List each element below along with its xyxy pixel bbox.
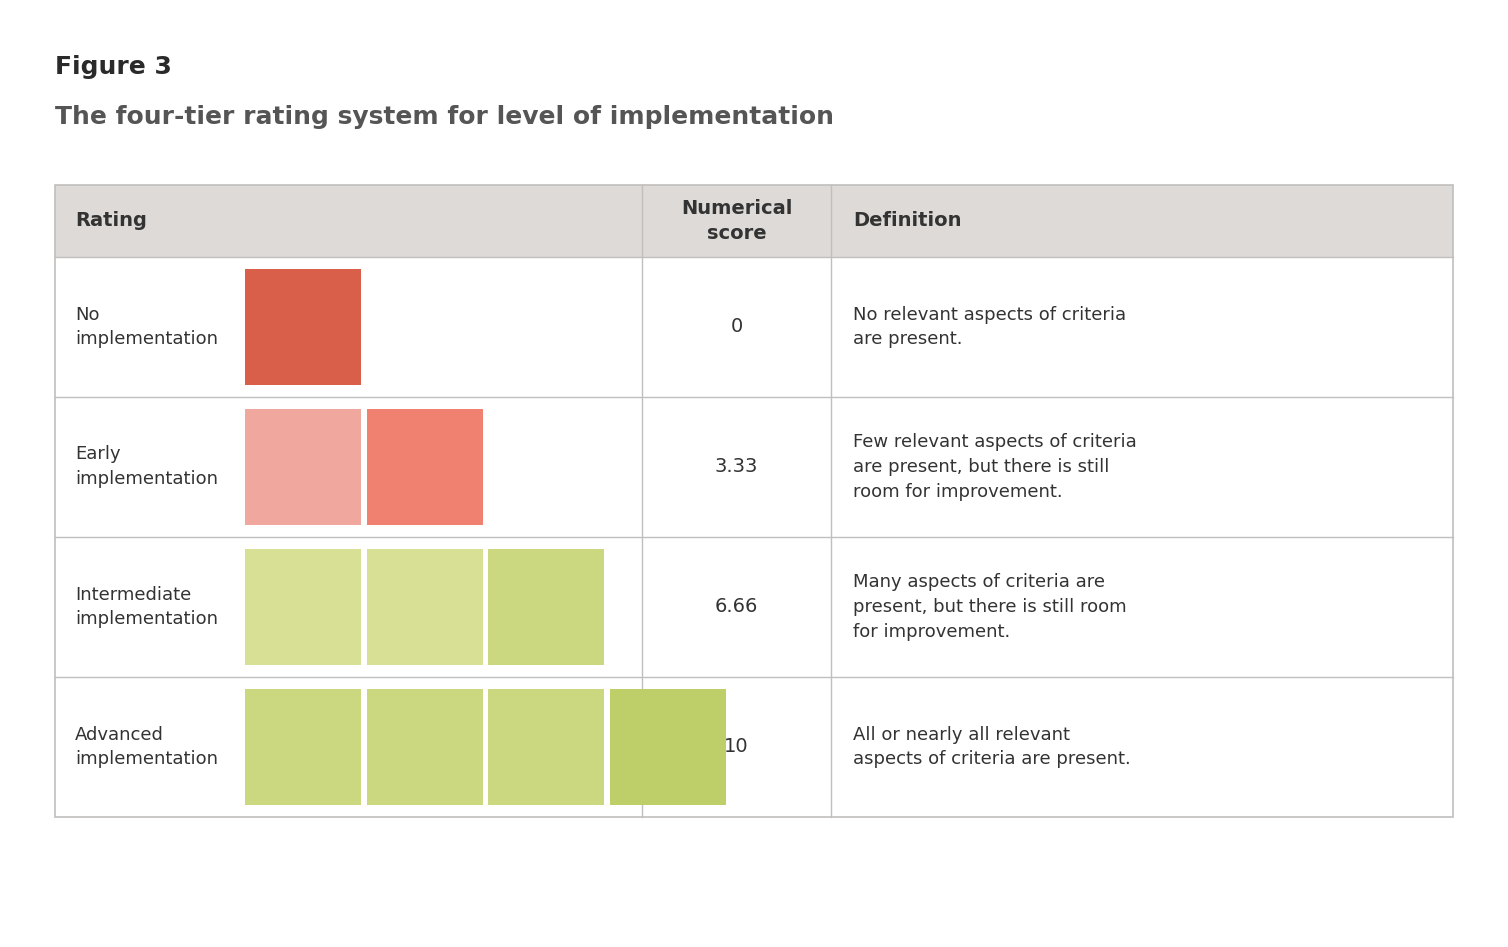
Bar [244,409,360,525]
Bar [54,537,1454,677]
Text: All or nearly all relevant
aspects of criteria are present.: All or nearly all relevant aspects of cr… [854,725,1131,769]
Bar [489,689,605,805]
Text: Rating: Rating [75,211,146,230]
Text: Numerical
score: Numerical score [680,199,792,243]
Text: Figure 3: Figure 3 [54,55,172,79]
Text: 3.33: 3.33 [715,457,759,476]
Bar [54,397,1454,537]
Text: No
implementation: No implementation [75,306,219,348]
Bar [244,549,360,665]
Bar [366,409,483,525]
Text: No relevant aspects of criteria
are present.: No relevant aspects of criteria are pres… [854,306,1126,348]
Bar [366,549,483,665]
Bar [244,269,360,385]
Bar [54,185,1454,817]
Text: Few relevant aspects of criteria
are present, but there is still
room for improv: Few relevant aspects of criteria are pre… [854,433,1137,501]
Bar [366,689,483,805]
Text: Many aspects of criteria are
present, but there is still room
for improvement.: Many aspects of criteria are present, bu… [854,573,1126,641]
Text: 0: 0 [730,317,742,336]
Bar [54,257,1454,397]
Bar [609,689,725,805]
Bar [489,549,605,665]
Bar [244,689,360,805]
Text: 6.66: 6.66 [715,598,759,616]
Text: The four-tier rating system for level of implementation: The four-tier rating system for level of… [54,105,834,129]
Bar [54,185,1454,257]
Text: 10: 10 [724,738,749,757]
Text: Advanced
implementation: Advanced implementation [75,725,219,769]
Text: Definition: Definition [854,211,962,230]
Text: Intermediate
implementation: Intermediate implementation [75,585,219,629]
Text: Early
implementation: Early implementation [75,445,219,489]
Bar [54,677,1454,817]
